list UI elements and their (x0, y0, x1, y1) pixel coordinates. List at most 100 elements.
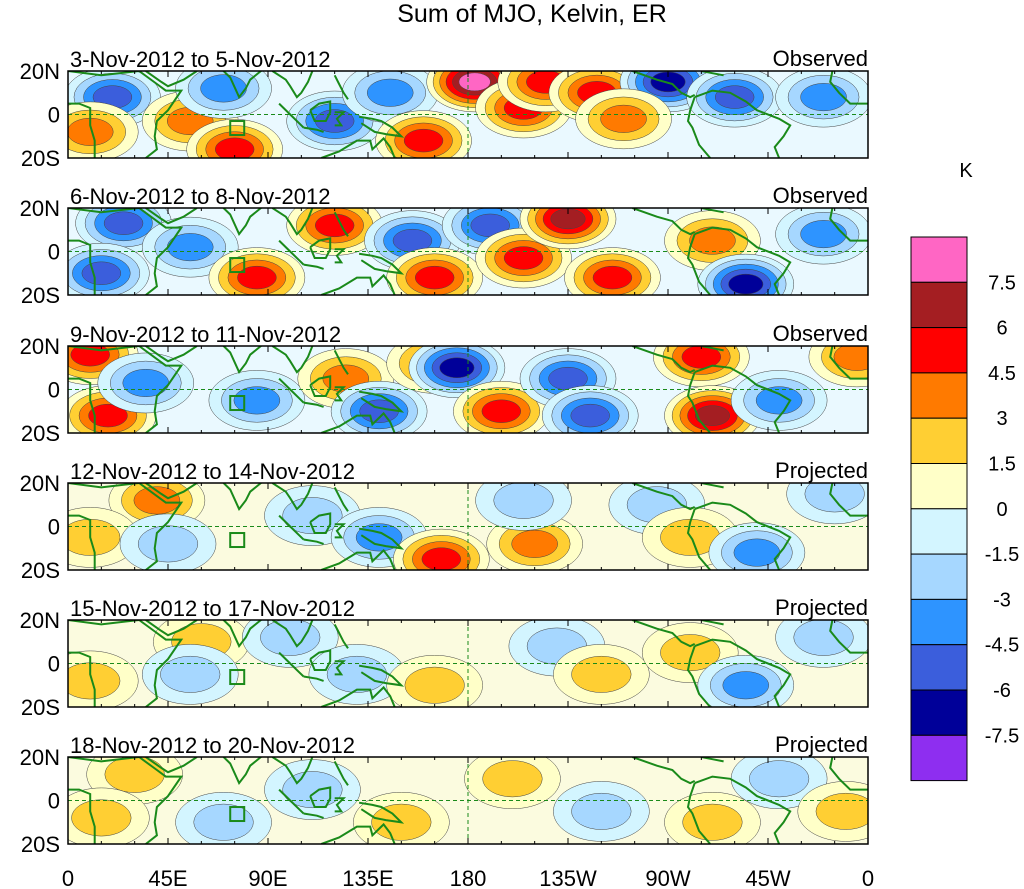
lon-tick-label: 90E (248, 866, 287, 889)
anomaly-contour (200, 74, 247, 103)
anomaly-contour (660, 634, 721, 672)
coastline (320, 273, 396, 295)
coastline (829, 620, 868, 654)
panel-status: Projected (775, 732, 868, 757)
anomaly-contour (233, 386, 281, 415)
coastline (686, 508, 711, 570)
coastline (303, 812, 324, 819)
coastline (320, 822, 396, 844)
anomaly-contour (326, 655, 387, 693)
lat-tick-label: 20S (21, 832, 60, 857)
lat-tick-label: 20S (21, 283, 60, 308)
anomaly-contour (282, 771, 343, 809)
lat-tick-label: 20N (20, 745, 60, 770)
coastline (358, 801, 405, 824)
lon-tick-label: 45W (745, 866, 790, 889)
anomaly-contour (481, 399, 522, 423)
coastline (320, 548, 396, 570)
lon-tick-label: 135E (342, 866, 393, 889)
coastline (358, 115, 405, 138)
coastline (222, 757, 263, 786)
coastline (68, 620, 184, 707)
anomaly-contour (260, 620, 321, 656)
anomaly-contour (81, 261, 122, 285)
anomaly-contour (421, 547, 462, 570)
panel-status: Observed (773, 321, 868, 346)
anomaly-contour (804, 483, 865, 513)
anomaly-contour (815, 792, 868, 830)
coastline (68, 788, 96, 844)
coastline (320, 136, 396, 158)
coastline (222, 346, 263, 375)
coastline (271, 757, 314, 785)
coastline (334, 660, 347, 676)
coastline (334, 523, 347, 539)
anomaly-contour (414, 265, 455, 290)
coastline (303, 126, 324, 133)
coastline (686, 96, 711, 158)
colorbar-label: -1.5 (985, 544, 1019, 566)
coastline (686, 233, 711, 295)
anomaly-contour (833, 346, 868, 371)
anomaly-contour (722, 671, 770, 700)
coastline (309, 512, 332, 534)
coastline (303, 401, 324, 408)
anomaly-contour (714, 85, 755, 109)
coastline (278, 377, 305, 404)
coastline (145, 483, 198, 500)
coastline (278, 514, 305, 541)
colorbar-swatch (910, 644, 968, 691)
coastline (333, 760, 349, 786)
coastline (145, 71, 198, 88)
coastline (278, 239, 305, 266)
anomaly-contour (404, 666, 465, 704)
anomaly-contour (755, 386, 803, 415)
anomaly-contour (282, 497, 343, 535)
coastline (320, 411, 396, 433)
colorbar-swatch (910, 417, 968, 465)
colorbar-swatch (910, 372, 968, 419)
anomaly-contour (103, 211, 144, 235)
coastline (145, 346, 198, 363)
coastline (358, 390, 405, 413)
anomaly-contour (122, 368, 170, 397)
anomaly-contour (193, 803, 254, 841)
colorbar-swatch (910, 236, 968, 283)
colorbar-swatch (910, 689, 968, 736)
coastline (303, 675, 324, 682)
anomaly-contour (570, 403, 610, 428)
index-box (229, 395, 246, 412)
anomaly-contour (71, 799, 132, 837)
panel-period: 3-Nov-2012 to 5-Nov-2012 (70, 47, 330, 72)
anomaly-contour (571, 655, 632, 693)
coastline (686, 645, 711, 707)
panel-6: 18-Nov-2012 to 20-Nov-2012 Projected 20N 0 2… (20, 732, 869, 857)
lat-tick-label: 20S (21, 146, 60, 171)
lon-tick-label: 135W (539, 866, 597, 889)
coastline (829, 346, 868, 380)
anomaly-contour (694, 405, 730, 426)
coastline (320, 685, 396, 707)
panel-1: 3-Nov-2012 to 5-Nov-2012 Observed 20N 0 20S (20, 46, 869, 171)
anomaly-contour (133, 486, 181, 515)
coastline (829, 483, 868, 517)
lat-tick-label: 20N (20, 59, 60, 84)
colorbar-swatch (910, 553, 968, 600)
panel-period: 6-Nov-2012 to 8-Nov-2012 (70, 184, 330, 209)
anomaly-contour (793, 620, 854, 656)
coastline (632, 71, 696, 99)
coastline (334, 111, 347, 127)
anomaly-contour (682, 803, 743, 841)
coastline (358, 527, 405, 550)
panel-field (68, 71, 868, 158)
anomaly-contour (314, 213, 355, 238)
coastline (632, 620, 696, 648)
coastline (358, 664, 405, 687)
lat-tick-label: 20S (21, 695, 60, 720)
coastline (68, 346, 184, 433)
lon-tick-label: 45E (148, 866, 187, 889)
anomaly-contour (592, 265, 633, 290)
coastline (68, 102, 96, 158)
lat-tick-label: 0 (48, 652, 60, 677)
coastline (358, 252, 405, 275)
